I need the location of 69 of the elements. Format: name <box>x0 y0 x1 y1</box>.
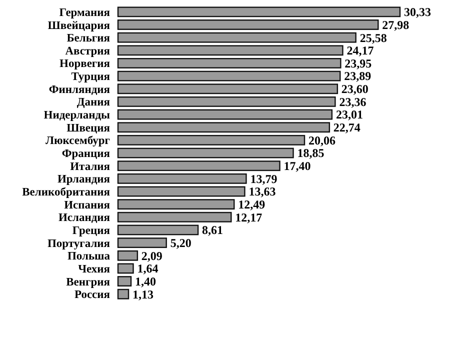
data-label: 24,17 <box>346 44 374 58</box>
y-tick-label: Польша <box>67 250 110 263</box>
bar <box>117 212 232 222</box>
y-tick-label: Швейцария <box>48 20 110 32</box>
data-label: 23,60 <box>341 82 368 96</box>
bar <box>117 148 294 158</box>
y-tick-label: Люксембург <box>45 135 110 148</box>
data-label: 8,61 <box>202 223 224 238</box>
data-label: 1,13 <box>132 287 154 302</box>
data-label: 17,40 <box>284 159 311 174</box>
bar <box>117 20 379 30</box>
y-tick-label: Австрия <box>65 45 110 58</box>
y-tick-label: Великобритания <box>22 186 110 199</box>
data-label: 13,79 <box>250 172 278 186</box>
data-label: 23,01 <box>336 108 363 122</box>
y-tick-label: Нидерланды <box>44 110 110 122</box>
bar <box>117 238 167 248</box>
bar <box>117 70 341 82</box>
bar <box>117 276 132 286</box>
data-label: 23,36 <box>339 94 366 109</box>
y-tick-label: Швеция <box>66 122 110 134</box>
y-tick-label: Финляндия <box>48 84 110 96</box>
y-tick-label: Португалия <box>47 238 110 250</box>
bar <box>117 96 336 107</box>
data-label: 5,20 <box>170 236 192 250</box>
bar <box>117 58 342 68</box>
y-tick-label: Германия <box>59 6 110 19</box>
data-label: 1,64 <box>137 262 158 276</box>
data-label: 27,98 <box>382 18 410 32</box>
bar <box>117 250 138 261</box>
bar <box>117 6 401 18</box>
data-label: 12,17 <box>235 210 262 224</box>
y-tick-label: Бельгия <box>66 32 110 45</box>
bar <box>117 84 338 94</box>
y-tick-label: Греция <box>72 224 110 237</box>
bar <box>117 199 235 210</box>
y-tick-label: Дания <box>76 96 110 109</box>
bar <box>117 45 344 56</box>
bar <box>117 109 333 120</box>
bar <box>117 32 356 43</box>
bar <box>117 160 280 172</box>
data-label: 30,33 <box>404 5 431 20</box>
y-tick-label: Италия <box>70 160 110 173</box>
y-tick-label: Турция <box>71 71 110 84</box>
bar <box>117 288 130 300</box>
bar <box>117 224 199 236</box>
data-label: 18,85 <box>297 146 324 160</box>
bar <box>117 186 246 197</box>
data-label: 1,40 <box>135 274 156 288</box>
y-tick-label: Ирландия <box>57 174 110 186</box>
y-tick-label: Исландия <box>58 212 110 224</box>
data-label: 12,49 <box>238 198 266 212</box>
bar <box>117 263 134 274</box>
data-label: 20,06 <box>308 133 336 148</box>
data-label: 25,58 <box>360 30 387 45</box>
data-label: 22,74 <box>333 120 360 135</box>
bar <box>117 122 330 133</box>
bar <box>117 173 247 184</box>
data-label: 23,95 <box>344 56 372 70</box>
y-tick-label: Венгрия <box>66 276 110 288</box>
y-tick-label: Норвегия <box>60 58 110 70</box>
data-label: 13,63 <box>248 184 276 199</box>
data-label: 2,09 <box>141 248 162 263</box>
y-tick-label: Чехия <box>78 263 110 276</box>
y-tick-label: Испания <box>64 199 110 212</box>
data-label: 23,89 <box>344 69 372 84</box>
bar <box>117 134 306 146</box>
y-tick-label: Россия <box>74 289 110 302</box>
y-tick-label: Франция <box>62 148 110 160</box>
